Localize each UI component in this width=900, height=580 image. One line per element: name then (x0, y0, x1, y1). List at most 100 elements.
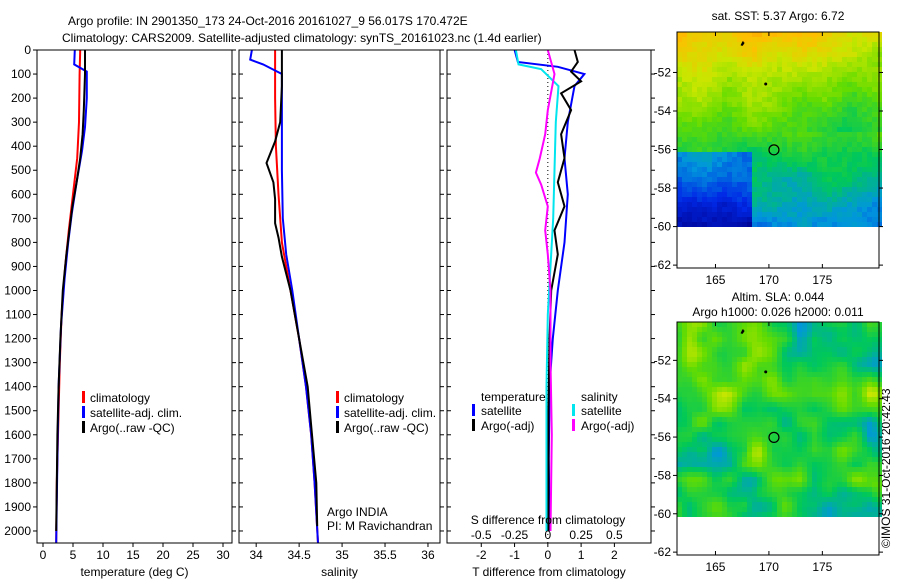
map-cell (827, 357, 832, 362)
map-cell (802, 162, 807, 167)
map-cell (757, 337, 762, 342)
map-cell (857, 182, 862, 187)
map-cell (707, 212, 712, 217)
plot-frame (36, 49, 233, 544)
map-cell (772, 77, 777, 82)
map-cell (777, 402, 782, 407)
map-cell (772, 487, 777, 492)
map-cell (862, 432, 867, 437)
map-cell (852, 82, 857, 87)
map-cell (832, 447, 837, 452)
map-cell (737, 127, 742, 132)
map-cell (712, 52, 717, 57)
map-cell (742, 487, 747, 492)
map-cell (777, 97, 782, 102)
map-cell (867, 122, 872, 127)
map-cell (722, 152, 727, 157)
map-cell (737, 482, 742, 487)
map-cell (812, 422, 817, 427)
map-cell (867, 132, 872, 137)
map-cell (732, 457, 737, 462)
map-cell (712, 197, 717, 202)
map-cell (772, 217, 777, 222)
map-cell (822, 487, 827, 492)
map-cell (772, 207, 777, 212)
map-cell (757, 187, 762, 192)
map-cell (682, 137, 687, 142)
map-cell (742, 427, 747, 432)
map-cell (712, 352, 717, 357)
map-cell (857, 392, 862, 397)
map-cell (812, 417, 817, 422)
map-cell (722, 222, 727, 227)
legend-swatch (82, 391, 85, 403)
map-cell (682, 492, 687, 497)
map-cell (727, 77, 732, 82)
map-cell (812, 497, 817, 502)
argo-position-marker (768, 144, 780, 156)
map-cell (677, 412, 682, 417)
map-cell (832, 152, 837, 157)
map-cell (762, 477, 767, 482)
map-cell (802, 47, 807, 52)
map-cell (732, 507, 737, 512)
map-cell (787, 37, 792, 42)
map-cell (862, 512, 867, 517)
legend-label: Argo(-adj) (581, 419, 634, 433)
map-cell (767, 457, 772, 462)
map-cell (827, 387, 832, 392)
map-cell (852, 457, 857, 462)
map-cell (802, 177, 807, 182)
map-cell (817, 57, 822, 62)
map-cell (797, 322, 802, 327)
map-cell (792, 132, 797, 137)
map-cell (697, 182, 702, 187)
map-cell (677, 42, 682, 47)
map-cell (687, 432, 692, 437)
map-cell (822, 52, 827, 57)
map-cell (742, 417, 747, 422)
map-cell (722, 472, 727, 477)
map-cell (782, 442, 787, 447)
map-cell (827, 412, 832, 417)
map-cell (712, 162, 717, 167)
map-cell (742, 377, 747, 382)
map-cell (817, 332, 822, 337)
map-cell (817, 512, 822, 517)
map-cell (707, 137, 712, 142)
map-cell (717, 187, 722, 192)
map-cell (802, 142, 807, 147)
map-cell (722, 157, 727, 162)
map-cell (677, 62, 682, 67)
map-cell (787, 107, 792, 112)
map-cell (792, 412, 797, 417)
map-cell (737, 102, 742, 107)
map-cell (722, 487, 727, 492)
map-cell (847, 407, 852, 412)
map-cell (757, 142, 762, 147)
map-cell (867, 347, 872, 352)
map-cell (772, 402, 777, 407)
map-cell (777, 422, 782, 427)
map-cell (807, 407, 812, 412)
map-cell (732, 512, 737, 517)
map-cell (707, 412, 712, 417)
map-cell (712, 447, 717, 452)
map-cell (812, 352, 817, 357)
map-cell (702, 127, 707, 132)
y-tick-label: -56 (654, 430, 672, 444)
map-cell (812, 142, 817, 147)
map-cell (747, 362, 752, 367)
map-cell (817, 452, 822, 457)
map-cell (822, 432, 827, 437)
map-cell (777, 352, 782, 357)
map-cell (772, 127, 777, 132)
map-cell (742, 462, 747, 467)
map-cell (752, 462, 757, 467)
map-cell (707, 62, 712, 67)
map-cell (802, 187, 807, 192)
x-tick-label: -2 (476, 548, 487, 562)
map-cell (852, 327, 857, 332)
map-cell (712, 62, 717, 67)
map-cell (837, 112, 842, 117)
